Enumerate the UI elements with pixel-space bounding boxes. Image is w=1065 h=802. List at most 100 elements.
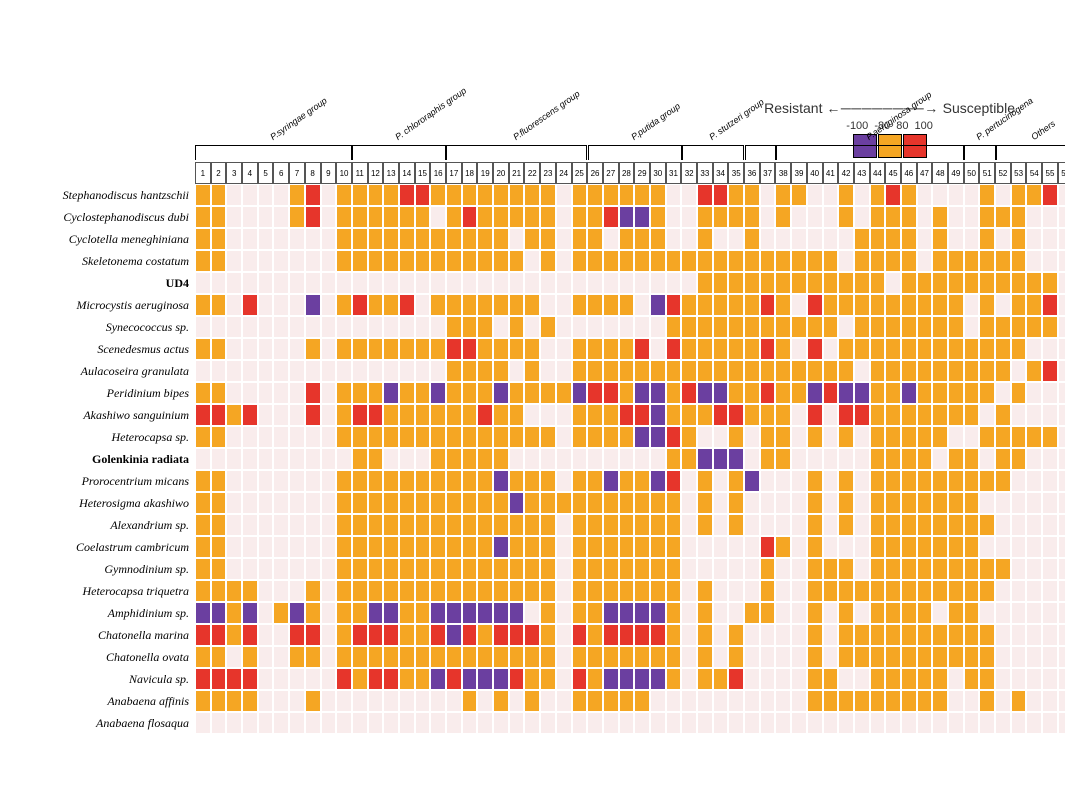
heatmap-cell bbox=[619, 272, 635, 294]
heatmap-cell bbox=[995, 668, 1011, 690]
heatmap-cell bbox=[932, 668, 948, 690]
heatmap-cell bbox=[211, 228, 227, 250]
heatmap-cell bbox=[399, 690, 415, 712]
heatmap-cell bbox=[509, 712, 525, 734]
heatmap-cell bbox=[556, 360, 572, 382]
heatmap-cell bbox=[462, 250, 478, 272]
heatmap-cell bbox=[509, 492, 525, 514]
heatmap-cell bbox=[666, 646, 682, 668]
heatmap-cell bbox=[744, 382, 760, 404]
heatmap-cell bbox=[289, 624, 305, 646]
heatmap-cell bbox=[1011, 492, 1027, 514]
heatmap-cell bbox=[979, 668, 995, 690]
heatmap-cell bbox=[995, 250, 1011, 272]
heatmap-cell bbox=[383, 426, 399, 448]
heatmap-cell bbox=[368, 668, 384, 690]
column-number: 12 bbox=[368, 162, 384, 184]
row-label: Golenkinia radiata bbox=[20, 448, 195, 470]
heatmap-cell bbox=[493, 382, 509, 404]
heatmap-cell bbox=[352, 492, 368, 514]
column-number: 7 bbox=[289, 162, 305, 184]
heatmap-cell bbox=[603, 536, 619, 558]
heatmap-cell bbox=[462, 228, 478, 250]
heatmap-cell bbox=[634, 448, 650, 470]
heatmap-cell bbox=[399, 404, 415, 426]
heatmap-cell bbox=[430, 580, 446, 602]
column-number: 21 bbox=[509, 162, 525, 184]
heatmap-cell bbox=[666, 360, 682, 382]
heatmap-cell bbox=[226, 646, 242, 668]
heatmap-cell bbox=[760, 514, 776, 536]
heatmap-cell bbox=[226, 294, 242, 316]
heatmap-cell bbox=[430, 360, 446, 382]
heatmap-cell bbox=[446, 228, 462, 250]
heatmap-cell bbox=[430, 382, 446, 404]
heatmap-cell bbox=[289, 448, 305, 470]
row-label: Heterosigma akashiwo bbox=[20, 492, 195, 514]
heatmap-cell bbox=[744, 558, 760, 580]
heatmap-cell bbox=[368, 250, 384, 272]
heatmap-cell bbox=[211, 514, 227, 536]
heatmap-cell bbox=[917, 470, 933, 492]
heatmap-cell bbox=[838, 690, 854, 712]
heatmap-cell bbox=[619, 250, 635, 272]
heatmap-cell bbox=[760, 492, 776, 514]
row-label: Alexandrium sp. bbox=[20, 514, 195, 536]
heatmap-cell bbox=[854, 360, 870, 382]
heatmap-cell bbox=[493, 514, 509, 536]
column-number: 33 bbox=[697, 162, 713, 184]
heatmap-cell bbox=[556, 536, 572, 558]
heatmap-cell bbox=[979, 294, 995, 316]
heatmap-cell bbox=[587, 404, 603, 426]
heatmap-cell bbox=[979, 690, 995, 712]
heatmap-cell bbox=[273, 404, 289, 426]
heatmap-cell bbox=[321, 338, 337, 360]
heatmap-cell bbox=[995, 646, 1011, 668]
heatmap-cell bbox=[509, 448, 525, 470]
heatmap-cell bbox=[603, 250, 619, 272]
heatmap-cell bbox=[870, 426, 886, 448]
column-number: 49 bbox=[948, 162, 964, 184]
heatmap-cell bbox=[430, 294, 446, 316]
heatmap-cell bbox=[634, 338, 650, 360]
heatmap-cell bbox=[258, 184, 274, 206]
heatmap-cell bbox=[823, 228, 839, 250]
heatmap-cell bbox=[666, 404, 682, 426]
heatmap-cell bbox=[760, 558, 776, 580]
heatmap-cell bbox=[901, 426, 917, 448]
column-number: 27 bbox=[603, 162, 619, 184]
heatmap-cell bbox=[823, 492, 839, 514]
heatmap-cell bbox=[964, 382, 980, 404]
heatmap-cell bbox=[226, 272, 242, 294]
heatmap-cell bbox=[744, 514, 760, 536]
heatmap-cell bbox=[211, 712, 227, 734]
heatmap-cell bbox=[995, 602, 1011, 624]
heatmap-cell bbox=[807, 404, 823, 426]
heatmap-cell bbox=[791, 404, 807, 426]
heatmap-cell bbox=[477, 272, 493, 294]
heatmap-cell bbox=[211, 382, 227, 404]
heatmap-cell bbox=[415, 646, 431, 668]
heatmap-cell bbox=[289, 382, 305, 404]
column-number: 23 bbox=[540, 162, 556, 184]
heatmap-cell bbox=[1058, 514, 1065, 536]
column-number: 42 bbox=[838, 162, 854, 184]
heatmap-cell bbox=[728, 558, 744, 580]
heatmap-cell bbox=[838, 272, 854, 294]
heatmap-cell bbox=[462, 712, 478, 734]
heatmap-cell bbox=[336, 294, 352, 316]
heatmap-cell bbox=[854, 514, 870, 536]
heatmap-cell bbox=[932, 492, 948, 514]
heatmap-cell bbox=[211, 184, 227, 206]
heatmap-cell bbox=[195, 250, 211, 272]
heatmap-cell bbox=[603, 712, 619, 734]
heatmap-cell bbox=[807, 316, 823, 338]
heatmap-cell bbox=[399, 206, 415, 228]
heatmap-cell bbox=[728, 536, 744, 558]
heatmap-cell bbox=[995, 294, 1011, 316]
heatmap-cell bbox=[352, 514, 368, 536]
heatmap-cell bbox=[352, 184, 368, 206]
column-number: 46 bbox=[901, 162, 917, 184]
heatmap-cell bbox=[336, 184, 352, 206]
heatmap-cell bbox=[195, 294, 211, 316]
